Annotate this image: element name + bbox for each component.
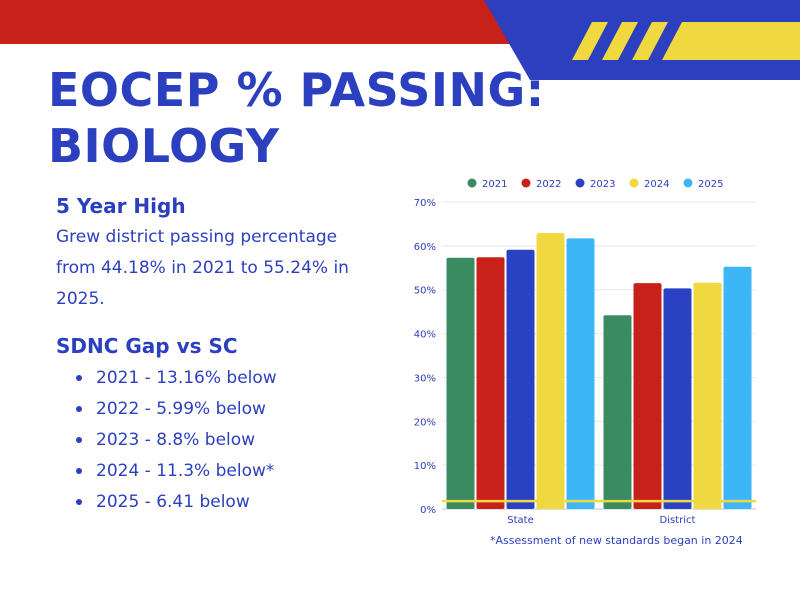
yellow-stripe xyxy=(662,22,800,60)
gap-list: 2021 - 13.16% below 2022 - 5.99% below 2… xyxy=(74,366,277,521)
yellow-stripe xyxy=(572,22,608,60)
title-line-2: BIOLOGY xyxy=(48,119,280,173)
bar xyxy=(566,238,595,509)
y-tick-label: 40% xyxy=(414,330,436,341)
gap-item-text: 2022 - 5.99% below xyxy=(96,399,266,419)
list-item: 2024 - 11.3% below* xyxy=(74,459,277,490)
highlight-text: Grew district passing percentage from 44… xyxy=(56,227,349,309)
bar xyxy=(476,257,505,509)
footnote: *Assessment of new standards began in 20… xyxy=(490,534,743,547)
bar xyxy=(446,257,475,509)
y-tick-label: 30% xyxy=(414,373,436,384)
legend-label: 2024 xyxy=(644,179,669,190)
bar xyxy=(663,288,692,509)
legend-marker xyxy=(521,178,531,188)
bar xyxy=(693,282,722,509)
y-tick-label: 50% xyxy=(414,286,436,297)
yellow-stripe xyxy=(632,22,668,60)
gap-item-text: 2023 - 8.8% below xyxy=(96,430,256,450)
list-item: 2023 - 8.8% below xyxy=(74,428,277,459)
title-line-1: EOCEP % PASSING: xyxy=(48,63,545,117)
y-tick-label: 0% xyxy=(420,505,436,516)
gap-item-text: 2024 - 11.3% below* xyxy=(96,461,275,481)
legend-marker xyxy=(467,178,477,188)
legend-label: 2023 xyxy=(590,179,615,190)
legend-label: 2022 xyxy=(536,179,561,190)
bar xyxy=(506,249,535,509)
y-tick-label: 70% xyxy=(414,198,436,209)
highlight-heading: 5 Year High xyxy=(56,194,186,218)
gap-item-text: 2021 - 13.16% below xyxy=(96,368,277,388)
bar xyxy=(723,266,752,509)
legend-marker xyxy=(629,178,639,188)
y-tick-label: 20% xyxy=(414,417,436,428)
bullet-icon xyxy=(76,437,82,443)
bullet-icon xyxy=(76,499,82,505)
list-item: 2021 - 13.16% below xyxy=(74,366,277,397)
x-tick-label: District xyxy=(660,515,696,526)
legend-marker xyxy=(575,178,585,188)
y-tick-label: 10% xyxy=(414,461,436,472)
bar xyxy=(603,315,632,509)
bullet-icon xyxy=(76,406,82,412)
gap-item-text: 2025 - 6.41 below xyxy=(96,492,250,512)
top-right-banner xyxy=(484,0,800,80)
legend-label: 2025 xyxy=(698,179,723,190)
y-tick-label: 60% xyxy=(414,242,436,253)
bullet-icon xyxy=(76,468,82,474)
bar xyxy=(633,283,662,509)
yellow-stripe xyxy=(602,22,638,60)
page-title: EOCEP % PASSING: BIOLOGY xyxy=(48,62,545,174)
list-item: 2022 - 5.99% below xyxy=(74,397,277,428)
legend-label: 2021 xyxy=(482,179,507,190)
bar xyxy=(536,233,565,510)
bullet-icon xyxy=(76,375,82,381)
legend-marker xyxy=(683,178,693,188)
list-item: 2025 - 6.41 below xyxy=(74,490,277,521)
x-tick-label: State xyxy=(507,515,533,526)
gap-heading: SDNC Gap vs SC xyxy=(56,334,238,358)
